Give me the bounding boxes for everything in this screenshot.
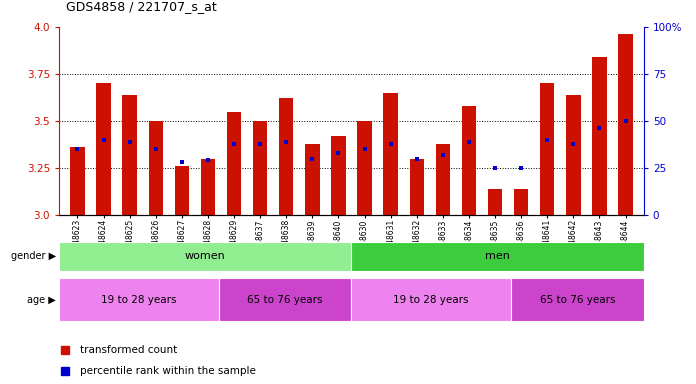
Bar xyxy=(331,136,346,215)
Bar xyxy=(305,144,319,215)
Bar xyxy=(511,278,644,321)
Bar xyxy=(540,83,555,215)
Bar xyxy=(436,144,450,215)
Text: 65 to 76 years: 65 to 76 years xyxy=(539,295,615,305)
Bar xyxy=(351,278,511,321)
Bar xyxy=(351,242,644,271)
Bar xyxy=(96,83,111,215)
Text: percentile rank within the sample: percentile rank within the sample xyxy=(79,366,255,376)
Bar xyxy=(148,121,163,215)
Bar xyxy=(227,112,242,215)
Text: women: women xyxy=(185,251,226,262)
Bar xyxy=(618,35,633,215)
Bar xyxy=(566,94,580,215)
Bar xyxy=(59,242,351,271)
Text: GDS4858 / 221707_s_at: GDS4858 / 221707_s_at xyxy=(66,0,217,13)
Bar xyxy=(383,93,398,215)
Bar xyxy=(70,147,85,215)
Bar xyxy=(514,189,528,215)
Bar xyxy=(122,94,137,215)
Bar xyxy=(279,98,294,215)
Text: age ▶: age ▶ xyxy=(27,295,56,305)
Text: 19 to 28 years: 19 to 28 years xyxy=(101,295,177,305)
Bar xyxy=(219,278,351,321)
Text: 65 to 76 years: 65 to 76 years xyxy=(247,295,323,305)
Text: 19 to 28 years: 19 to 28 years xyxy=(393,295,469,305)
Text: gender ▶: gender ▶ xyxy=(10,251,56,262)
Bar xyxy=(175,166,189,215)
Text: men: men xyxy=(485,251,510,262)
Bar xyxy=(59,278,219,321)
Text: transformed count: transformed count xyxy=(79,345,177,355)
Bar xyxy=(461,106,476,215)
Bar xyxy=(253,121,267,215)
Bar xyxy=(357,121,372,215)
Bar xyxy=(200,159,215,215)
Bar xyxy=(488,189,503,215)
Bar xyxy=(409,159,424,215)
Bar xyxy=(592,57,607,215)
